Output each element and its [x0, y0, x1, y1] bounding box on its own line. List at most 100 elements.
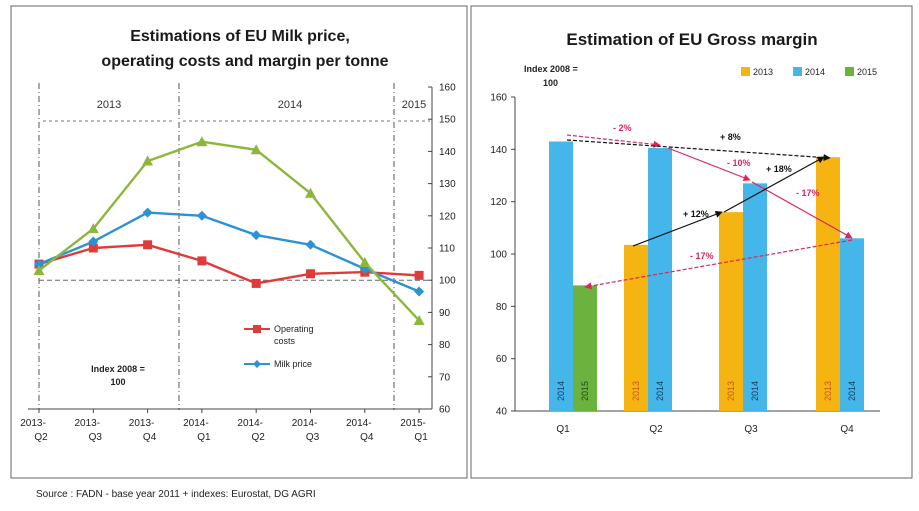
right-y-tick-label: 100	[490, 250, 507, 261]
right-category-label: Q3	[744, 424, 758, 435]
right-category-label: Q2	[649, 424, 663, 435]
left-y-tick-label: 150	[439, 115, 456, 126]
bar-inner-label: 2013	[823, 381, 833, 401]
point-milk-price	[251, 230, 262, 241]
legend-swatch-2013	[741, 67, 750, 76]
left-x-tick-label: 2014-	[346, 418, 372, 429]
point-margin	[359, 256, 371, 267]
right-chart-frame: Index 2008 = 100	[524, 64, 578, 88]
point-milk-price	[414, 286, 425, 297]
left-x-tick-label: Q4	[360, 432, 374, 443]
arrow-q2-q3-2014	[667, 147, 751, 181]
year-label-2014: 2014	[278, 99, 302, 111]
year-label-bg-2013	[78, 95, 140, 113]
point-op-costs	[414, 270, 424, 280]
annotation-arrows: - 2% + 8% - 10% + 18% - 17% + 12% - 17%	[566, 123, 853, 290]
point-op-costs	[306, 269, 315, 279]
right-y-tick-label: 60	[496, 354, 508, 365]
series-line-op-costs	[38, 243, 420, 285]
left-y-tick-label: 140	[439, 147, 456, 158]
left-chart-frame: 2013 2014 2015 Index 2008 = 100 Operatin…	[38, 83, 430, 410]
legend-op-marker	[253, 325, 261, 333]
point-margin	[250, 144, 262, 155]
arrow-q4-q1-2015	[584, 239, 853, 290]
bar-inner-label: 2013	[631, 381, 641, 401]
left-x-tick-label: Q3	[306, 432, 320, 443]
left-y-tick-label: 110	[439, 244, 455, 255]
point-margin	[142, 155, 154, 166]
point-milk-price	[196, 210, 207, 221]
legend-swatch-2014	[793, 67, 802, 76]
arrow-q1-q2-2014	[566, 134, 661, 148]
point-milk-price	[305, 239, 316, 250]
right-index-label-1: Index 2008 =	[524, 64, 578, 74]
left-y-tick-label: 160	[439, 83, 456, 94]
annot-a1: - 2%	[613, 123, 632, 133]
year-label-2013: 2013	[97, 99, 121, 111]
left-x-tick-label: 2014-	[183, 418, 209, 429]
bar-2013-q4	[816, 157, 840, 411]
left-y-tick-label: 120	[439, 211, 456, 222]
bar-2013-q3	[719, 212, 743, 411]
left-x-tick-label: 2014-	[292, 418, 318, 429]
point-op-costs	[143, 240, 153, 250]
point-margin	[196, 136, 208, 147]
arrow-q3-q4-2013	[723, 156, 825, 213]
annot-a2: + 8%	[720, 132, 741, 142]
left-x-tick-label: Q3	[89, 432, 103, 443]
left-x-tick-label: Q4	[143, 432, 157, 443]
point-margin	[87, 223, 99, 234]
left-x-tick-label: Q1	[414, 432, 428, 443]
right-title: Estimation of EU Gross margin	[566, 30, 817, 49]
point-op-costs	[88, 243, 98, 253]
left-x-tick-label: 2013-	[129, 418, 155, 429]
bar-2015-q1	[573, 285, 597, 411]
point-margin	[305, 187, 316, 198]
source-note: Source : FADN - base year 2011 + indexes…	[36, 489, 316, 500]
right-y-tick-label: 160	[490, 93, 507, 104]
annot-a4: + 18%	[766, 164, 792, 174]
right-y-tick-label: 140	[490, 145, 507, 156]
right-category-label: Q1	[556, 424, 570, 435]
right-y-tick-label: 40	[496, 407, 508, 418]
legend-label-2013: 2013	[753, 67, 773, 77]
point-op-costs	[197, 256, 207, 266]
left-panel-frame	[10, 5, 468, 479]
left-y-tick-label: 70	[439, 372, 451, 383]
bar-inner-label: 2015	[580, 381, 590, 401]
left-index-label-1: Index 2008 =	[91, 364, 145, 374]
year-label-2015: 2015	[402, 99, 426, 111]
point-milk-price	[34, 259, 44, 270]
point-op-costs	[251, 278, 261, 288]
arrow-q3-q4-2014	[751, 181, 853, 239]
bar-2013-q2	[624, 244, 648, 411]
point-margin	[33, 265, 45, 276]
left-x-tick-label: 2014-	[237, 418, 263, 429]
left-y-tick-label: 80	[439, 340, 451, 351]
left-x-tick-label: 2013-	[75, 418, 101, 429]
bar-inner-label: 2014	[847, 381, 857, 401]
left-x-tick-label: 2015-	[400, 418, 426, 429]
left-title-line1: Estimations of EU Milk price,	[130, 28, 350, 45]
left-y-tick-label: 130	[439, 179, 456, 190]
point-margin	[413, 314, 425, 325]
bar-inner-label: 2014	[750, 381, 760, 401]
legend-op-label-1: Operating	[274, 324, 314, 334]
left-index-label-2: 100	[110, 377, 125, 387]
annot-a5: - 17%	[796, 188, 820, 198]
left-y-tick-label: 100	[439, 276, 456, 287]
point-milk-price	[88, 236, 99, 247]
left-x-tick-label: Q1	[197, 432, 211, 443]
bar-inner-label: 2013	[726, 381, 736, 401]
legend-op-label-2: costs	[274, 336, 296, 346]
year-label-bg-2014	[259, 95, 321, 113]
left-title-line2: operating costs and margin per tonne	[101, 53, 388, 70]
left-x-tick-label: Q2	[34, 432, 48, 443]
legend-milk-label: Milk price	[274, 359, 312, 369]
arrow-q2-q3-2013	[632, 210, 723, 247]
left-line-chart: 60 70 80 90 100 110 120 130 140 150 160 2013- Q2 2013…	[20, 83, 456, 444]
right-index-label-2: 100	[543, 78, 558, 88]
bar-2014-q4	[840, 238, 864, 411]
